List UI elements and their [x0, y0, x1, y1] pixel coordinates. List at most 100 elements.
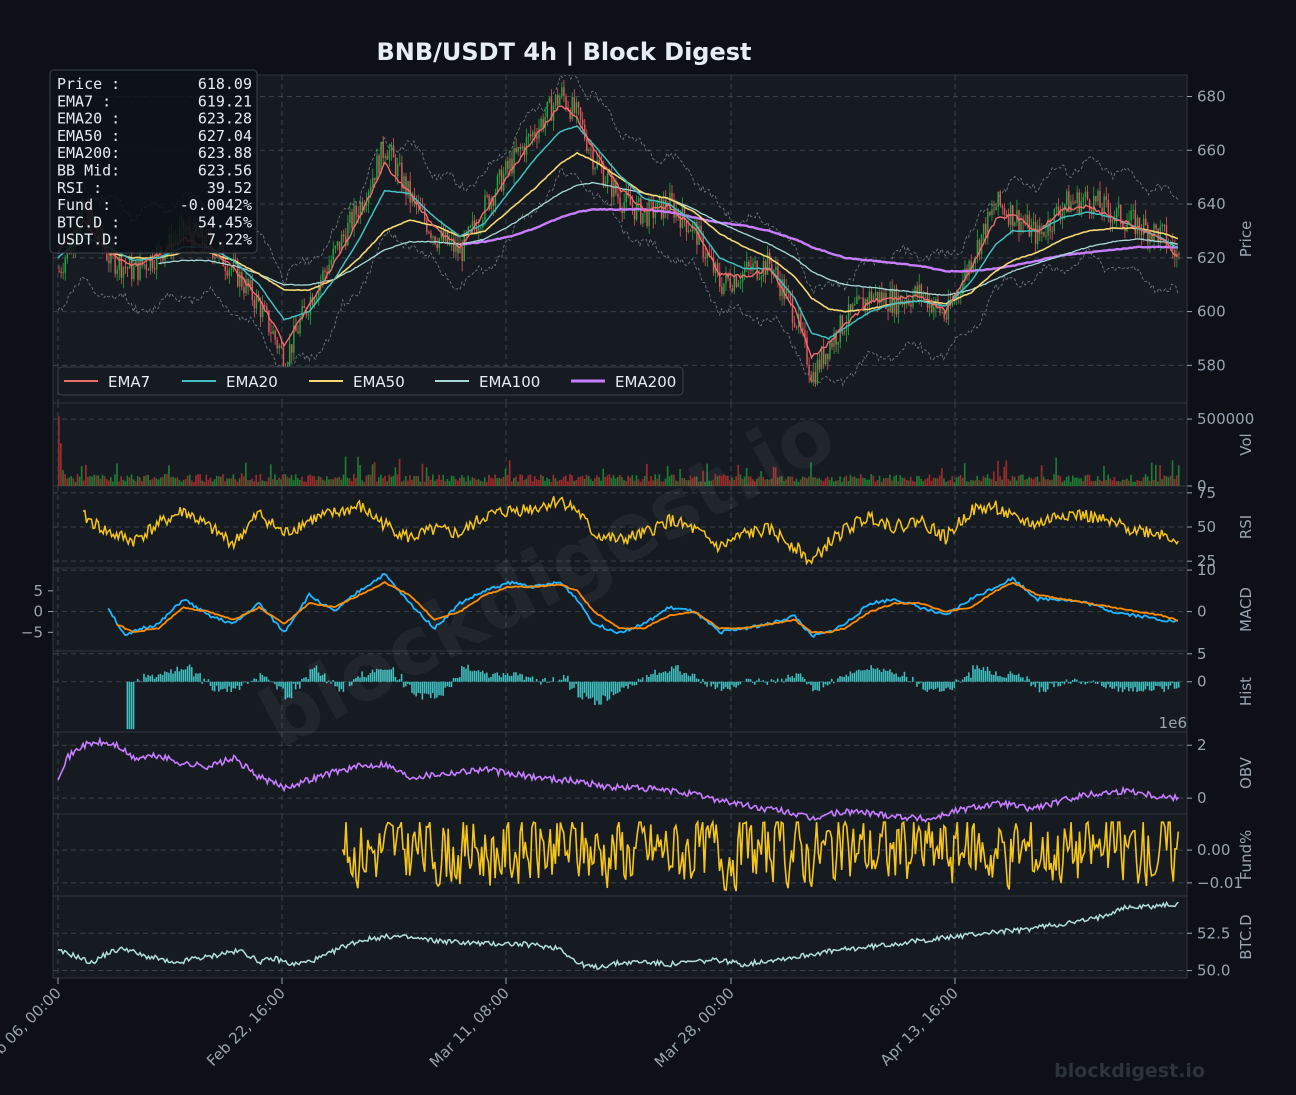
volume-bar	[970, 479, 972, 486]
volume-bar	[450, 475, 453, 486]
candle-body	[359, 201, 362, 218]
candle-body	[490, 198, 492, 210]
hist-bar	[274, 681, 276, 685]
y-tick-label: 640	[1197, 195, 1226, 213]
hist-bar	[710, 681, 712, 687]
hist-bar	[1042, 681, 1045, 692]
hist-bar	[251, 680, 253, 682]
candle-body	[569, 109, 571, 120]
candle-body	[989, 211, 991, 216]
hist-bar	[1026, 676, 1028, 682]
hist-bar	[978, 668, 981, 682]
hist-bar	[889, 669, 891, 682]
candle-body	[696, 222, 698, 245]
volume-bar	[751, 479, 754, 486]
volume-bar	[712, 479, 715, 486]
volume-bar	[629, 477, 632, 486]
volume-bar	[1092, 481, 1095, 486]
hist-bar	[1171, 681, 1174, 684]
volume-bar	[315, 480, 318, 486]
candle-body	[228, 269, 231, 276]
hist-bar	[689, 676, 692, 682]
candle-body	[336, 241, 339, 247]
volume-bar	[64, 474, 66, 486]
volume-bar	[882, 478, 885, 486]
candle-body	[1057, 206, 1060, 214]
candle-body	[1115, 208, 1118, 219]
candle-body	[386, 155, 389, 160]
hist-bar	[955, 679, 958, 682]
panel-btc_dominance	[52, 895, 1188, 979]
y-tick-label: 500000	[1197, 410, 1254, 428]
candle-body	[401, 162, 403, 189]
hist-bar	[990, 674, 993, 682]
hist-bar	[350, 681, 353, 686]
candle-body	[648, 200, 650, 227]
candle-body	[399, 162, 401, 164]
volume-bar	[864, 478, 866, 486]
candle-body	[783, 279, 785, 299]
candle-body	[716, 263, 719, 272]
hist-bar	[959, 681, 962, 683]
y-axis-label: BTC.D	[1237, 914, 1255, 959]
hist-bar	[469, 670, 471, 682]
hist-bar	[598, 681, 600, 705]
hist-bar	[143, 673, 145, 682]
hist-bar	[868, 670, 870, 682]
hist-bar	[220, 681, 222, 690]
candle-body	[665, 199, 667, 211]
volume-bar	[504, 468, 507, 486]
volume-bar	[323, 480, 326, 486]
volume-bar	[872, 475, 875, 486]
hist-bar	[442, 681, 444, 696]
candle-body	[496, 175, 499, 193]
candle-body	[124, 266, 127, 268]
candle-body	[575, 102, 578, 114]
y-axis-label: Fund%	[1237, 830, 1255, 881]
volume-bar	[1040, 465, 1043, 486]
volume-bar	[282, 473, 285, 486]
volume-bar	[627, 475, 629, 486]
volume-bar	[417, 476, 420, 486]
hist-bar	[1055, 681, 1057, 683]
hist-bar	[587, 681, 590, 699]
hist-bar	[1092, 680, 1095, 682]
candle-body	[446, 231, 449, 245]
candle-body	[509, 158, 511, 169]
volume-bar	[951, 476, 954, 486]
hist-bar	[380, 669, 382, 682]
volume-bar	[808, 476, 810, 486]
volume-bar	[224, 481, 226, 486]
hist-bar	[1115, 681, 1118, 687]
hist-bar	[168, 672, 170, 682]
candle-body	[1161, 224, 1164, 227]
volume-bar	[217, 476, 220, 486]
candle-body	[259, 301, 262, 318]
volume-bar	[564, 475, 567, 486]
volume-bar	[625, 480, 627, 486]
volume-bar	[469, 480, 472, 486]
volume-bar	[371, 464, 374, 486]
volume-bar	[355, 478, 357, 486]
volume-bar	[857, 478, 860, 486]
hist-bar	[1163, 681, 1165, 692]
volume-bar	[1013, 476, 1016, 486]
legend-label: EMA200	[615, 373, 676, 391]
hist-bar	[217, 681, 220, 692]
candle-body	[291, 344, 293, 353]
volume-bar	[296, 478, 299, 486]
volume-bar	[184, 479, 187, 486]
volume-bar	[481, 481, 484, 486]
candle-body	[556, 95, 559, 105]
volume-bar	[562, 476, 565, 486]
volume-bar	[303, 481, 305, 486]
candle-body	[253, 299, 256, 309]
candle-body	[808, 364, 810, 375]
volume-bar	[670, 474, 673, 486]
hist-bar	[330, 681, 332, 684]
hist-bar	[529, 677, 532, 682]
hist-bar	[193, 676, 195, 682]
candle-body	[349, 211, 351, 223]
hist-bar	[1177, 681, 1180, 688]
hist-bar	[348, 681, 351, 687]
